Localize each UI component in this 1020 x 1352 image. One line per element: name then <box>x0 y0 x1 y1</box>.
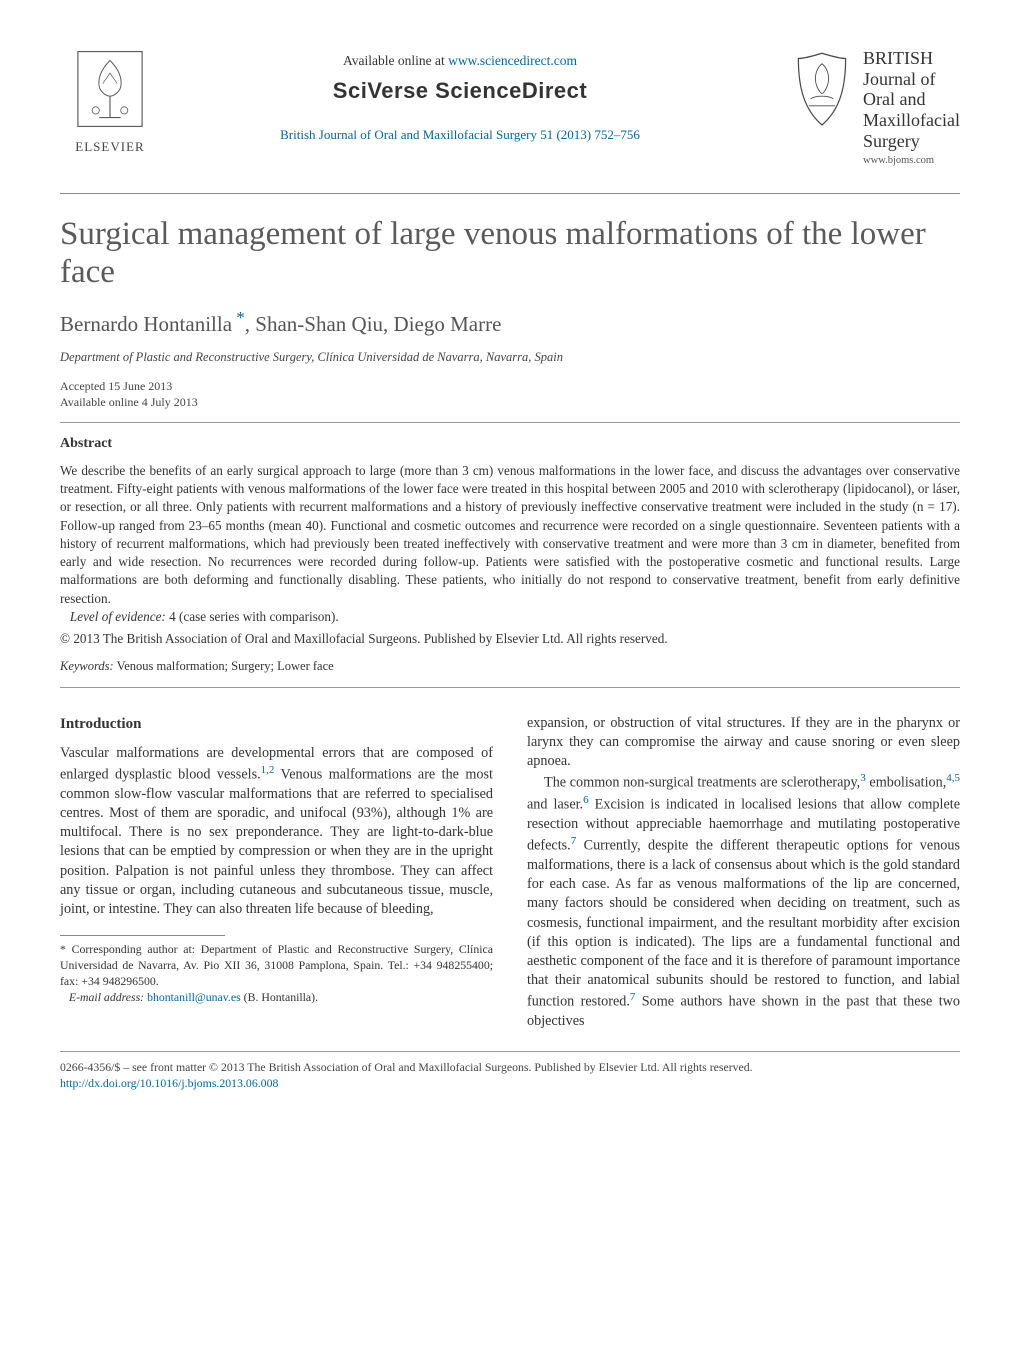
author-name: Shan-Shan Qiu <box>255 312 383 336</box>
platform-brand-text: SciVerse ScienceDirect <box>333 78 587 103</box>
available-prefix: Available online at <box>343 53 448 68</box>
footnote-rule <box>60 935 225 936</box>
journal-reference-link[interactable]: British Journal of Oral and Maxillofacia… <box>280 127 640 142</box>
intro-para-2: The common non-surgical treatments are s… <box>527 771 960 1031</box>
abstract-heading: Abstract <box>60 435 960 454</box>
journal-title-line: Surgery <box>863 131 960 152</box>
page-header: ELSEVIER Available online at www.science… <box>60 48 960 169</box>
pre-abstract-rule <box>60 422 960 423</box>
online-date: Available online 4 July 2013 <box>60 394 960 410</box>
corresponding-marker: * <box>232 308 245 327</box>
email-footnote: E-mail address: bhontanill@unav.es (B. H… <box>60 990 493 1006</box>
abstract-text: We describe the benefits of an early sur… <box>60 463 960 606</box>
intro-para-1: Vascular malformations are developmental… <box>60 744 493 919</box>
citation-link[interactable]: 1,2 <box>261 764 275 776</box>
keywords-value: Venous malformation; Surgery; Lower face <box>114 659 334 673</box>
article-dates: Accepted 15 June 2013 Available online 4… <box>60 378 960 410</box>
body-text: expansion, or obstruction of vital struc… <box>527 715 960 769</box>
journal-reference[interactable]: British Journal of Oral and Maxillofacia… <box>176 126 744 144</box>
article-body: Introduction Vascular malformations are … <box>60 714 960 1032</box>
abstract-section: Abstract We describe the benefits of an … <box>60 435 960 675</box>
accepted-date: Accepted 15 June 2013 <box>60 378 960 394</box>
footnotes-block: * Corresponding author at: Department of… <box>60 935 493 1006</box>
platform-brand: SciVerse ScienceDirect <box>176 76 744 106</box>
journal-title-line: Oral and <box>863 89 960 110</box>
journal-website: www.bjoms.com <box>863 154 960 168</box>
journal-crest-icon <box>791 48 853 138</box>
article-title: Surgical management of large venous malf… <box>60 216 960 292</box>
email-label: E-mail address: <box>69 990 147 1004</box>
authors-line: Bernardo Hontanilla *, Shan-Shan Qiu, Di… <box>60 307 960 338</box>
body-text: and laser. <box>527 797 583 813</box>
affiliation: Department of Plastic and Reconstructive… <box>60 349 960 366</box>
journal-title-block: BRITISH Journal of Oral and Maxillofacia… <box>863 48 960 169</box>
introduction-heading: Introduction <box>60 714 493 734</box>
elsevier-tree-icon <box>74 48 146 136</box>
body-text: Venous malformations are the most common… <box>60 767 493 917</box>
footer-rule <box>60 1051 960 1052</box>
keywords-line: Keywords: Venous malformation; Surgery; … <box>60 658 960 675</box>
publisher-logo-block: ELSEVIER <box>60 48 160 156</box>
body-text: embolisation, <box>866 775 947 791</box>
citation-link[interactable]: 4,5 <box>946 772 960 784</box>
corr-label: * Corresponding author at: <box>60 942 201 956</box>
journal-title-line: Maxillofacial <box>863 110 960 131</box>
email-attribution: (B. Hontanilla). <box>241 990 318 1004</box>
doi-link[interactable]: http://dx.doi.org/10.1016/j.bjoms.2013.0… <box>60 1076 278 1090</box>
front-matter-line: 0266-4356/$ – see front matter © 2013 Th… <box>60 1060 960 1076</box>
intro-para-1-cont: expansion, or obstruction of vital struc… <box>527 714 960 772</box>
keywords-label: Keywords: <box>60 659 114 673</box>
level-of-evidence-label: Level of evidence: <box>70 609 166 624</box>
header-center: Available online at www.sciencedirect.co… <box>176 48 744 143</box>
author-name: Bernardo Hontanilla <box>60 312 232 336</box>
publisher-name: ELSEVIER <box>75 138 144 156</box>
available-online-line: Available online at www.sciencedirect.co… <box>176 52 744 70</box>
sciencedirect-link[interactable]: www.sciencedirect.com <box>448 53 577 68</box>
journal-logo-block: BRITISH Journal of Oral and Maxillofacia… <box>760 48 960 169</box>
level-of-evidence-value: 4 (case series with comparison). <box>166 609 339 624</box>
journal-title-line: BRITISH <box>863 48 960 69</box>
author-email-link[interactable]: bhontanill@unav.es <box>147 990 241 1004</box>
author-name: Diego Marre <box>394 312 502 336</box>
abstract-body: We describe the benefits of an early sur… <box>60 462 960 626</box>
body-text: The common non-surgical treatments are s… <box>544 775 860 791</box>
header-rule <box>60 193 960 194</box>
abstract-copyright: © 2013 The British Association of Oral a… <box>60 630 960 648</box>
footer-meta: 0266-4356/$ – see front matter © 2013 Th… <box>60 1060 960 1092</box>
post-abstract-rule <box>60 687 960 688</box>
body-text: Currently, despite the different therape… <box>527 838 960 1010</box>
corresponding-author-footnote: * Corresponding author at: Department of… <box>60 942 493 990</box>
journal-title-line: Journal of <box>863 69 960 90</box>
